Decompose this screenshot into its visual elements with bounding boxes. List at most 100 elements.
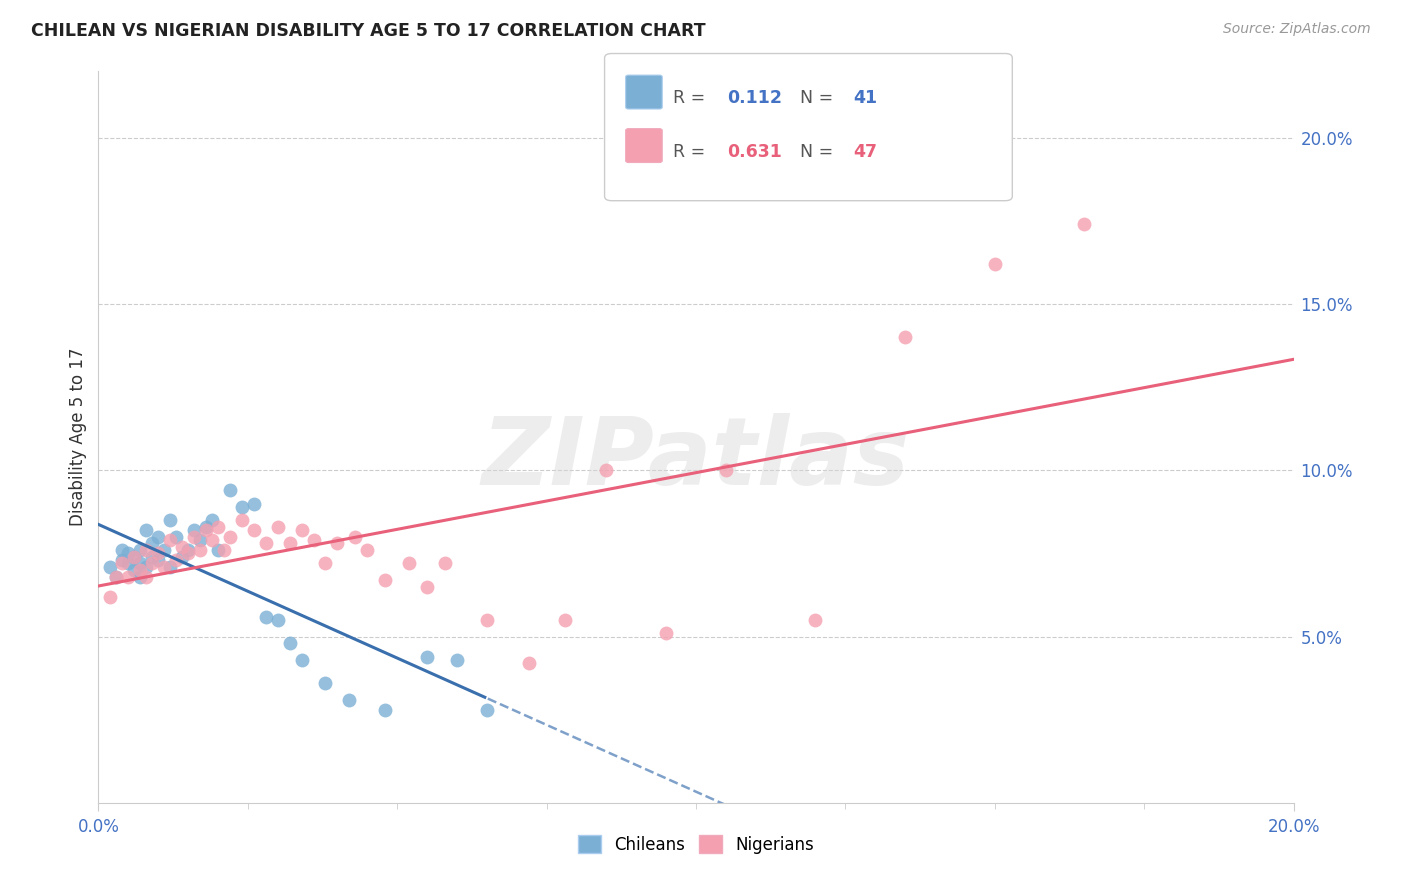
Point bbox=[111, 543, 134, 558]
Legend: Chileans, Nigerians: Chileans, Nigerians bbox=[571, 829, 821, 860]
Point bbox=[201, 533, 224, 548]
Text: CHILEAN VS NIGERIAN DISABILITY AGE 5 TO 17 CORRELATION CHART: CHILEAN VS NIGERIAN DISABILITY AGE 5 TO … bbox=[31, 22, 706, 40]
Point bbox=[129, 563, 152, 577]
Point bbox=[177, 546, 200, 560]
Point bbox=[153, 543, 176, 558]
Point bbox=[344, 530, 367, 544]
Point bbox=[135, 523, 157, 537]
Text: Source: ZipAtlas.com: Source: ZipAtlas.com bbox=[1223, 22, 1371, 37]
Point bbox=[129, 543, 152, 558]
Text: R =: R = bbox=[673, 143, 711, 161]
Point bbox=[207, 543, 229, 558]
Point bbox=[595, 463, 617, 477]
Point bbox=[374, 573, 396, 587]
Point bbox=[302, 533, 325, 548]
Point bbox=[291, 523, 314, 537]
Point bbox=[148, 546, 170, 560]
Point bbox=[105, 570, 128, 584]
Point bbox=[148, 530, 170, 544]
Text: 0.631: 0.631 bbox=[727, 143, 782, 161]
Point bbox=[374, 703, 396, 717]
Point bbox=[201, 513, 224, 527]
Text: N =: N = bbox=[800, 143, 839, 161]
Point bbox=[159, 559, 181, 574]
Point bbox=[416, 580, 439, 594]
Point bbox=[159, 533, 181, 548]
Point bbox=[124, 549, 146, 564]
Point bbox=[517, 656, 540, 670]
Point bbox=[219, 530, 242, 544]
Point bbox=[183, 530, 205, 544]
Point bbox=[315, 557, 337, 571]
Point bbox=[278, 536, 301, 550]
Text: 41: 41 bbox=[853, 89, 877, 107]
Point bbox=[195, 520, 218, 534]
Point bbox=[172, 549, 194, 564]
Point bbox=[554, 613, 576, 627]
Point bbox=[315, 676, 337, 690]
Point bbox=[141, 557, 163, 571]
Point bbox=[153, 559, 176, 574]
Point bbox=[254, 609, 277, 624]
Text: 0.112: 0.112 bbox=[727, 89, 782, 107]
Point bbox=[475, 613, 498, 627]
Point bbox=[1073, 217, 1095, 231]
Point bbox=[254, 536, 277, 550]
Text: R =: R = bbox=[673, 89, 711, 107]
Point bbox=[446, 653, 468, 667]
Point bbox=[117, 557, 139, 571]
Point bbox=[124, 563, 146, 577]
Point bbox=[135, 543, 157, 558]
Point bbox=[188, 543, 211, 558]
Point bbox=[165, 530, 187, 544]
Point bbox=[291, 653, 314, 667]
Point bbox=[326, 536, 349, 550]
Point bbox=[714, 463, 737, 477]
Text: N =: N = bbox=[800, 89, 839, 107]
Point bbox=[141, 536, 163, 550]
Point bbox=[111, 553, 134, 567]
Point bbox=[339, 692, 361, 706]
Text: ZIPatlas: ZIPatlas bbox=[482, 413, 910, 505]
Point bbox=[135, 570, 157, 584]
Point bbox=[655, 626, 678, 640]
Point bbox=[804, 613, 827, 627]
Point bbox=[231, 500, 253, 514]
Point bbox=[129, 570, 152, 584]
Point bbox=[141, 549, 163, 564]
Point bbox=[434, 557, 457, 571]
Point bbox=[111, 557, 134, 571]
Point bbox=[177, 543, 200, 558]
Point bbox=[188, 533, 211, 548]
Point bbox=[267, 520, 290, 534]
Point bbox=[416, 649, 439, 664]
Point bbox=[117, 546, 139, 560]
Point bbox=[183, 523, 205, 537]
Point bbox=[117, 570, 139, 584]
Point bbox=[135, 559, 157, 574]
Point bbox=[398, 557, 420, 571]
Point bbox=[98, 559, 122, 574]
Point bbox=[148, 553, 170, 567]
Point bbox=[231, 513, 253, 527]
Point bbox=[195, 523, 218, 537]
Point bbox=[98, 590, 122, 604]
Point bbox=[105, 570, 128, 584]
Point bbox=[475, 703, 498, 717]
Point bbox=[278, 636, 301, 650]
Point bbox=[243, 523, 266, 537]
Point bbox=[243, 497, 266, 511]
Point bbox=[124, 549, 146, 564]
Point bbox=[356, 543, 378, 558]
Point bbox=[984, 257, 1007, 271]
Point bbox=[894, 330, 917, 344]
Point bbox=[165, 553, 187, 567]
Point bbox=[129, 557, 152, 571]
Point bbox=[172, 540, 194, 554]
Text: 47: 47 bbox=[853, 143, 877, 161]
Point bbox=[212, 543, 235, 558]
Point bbox=[219, 483, 242, 498]
Point bbox=[159, 513, 181, 527]
Y-axis label: Disability Age 5 to 17: Disability Age 5 to 17 bbox=[69, 348, 87, 526]
Point bbox=[207, 520, 229, 534]
